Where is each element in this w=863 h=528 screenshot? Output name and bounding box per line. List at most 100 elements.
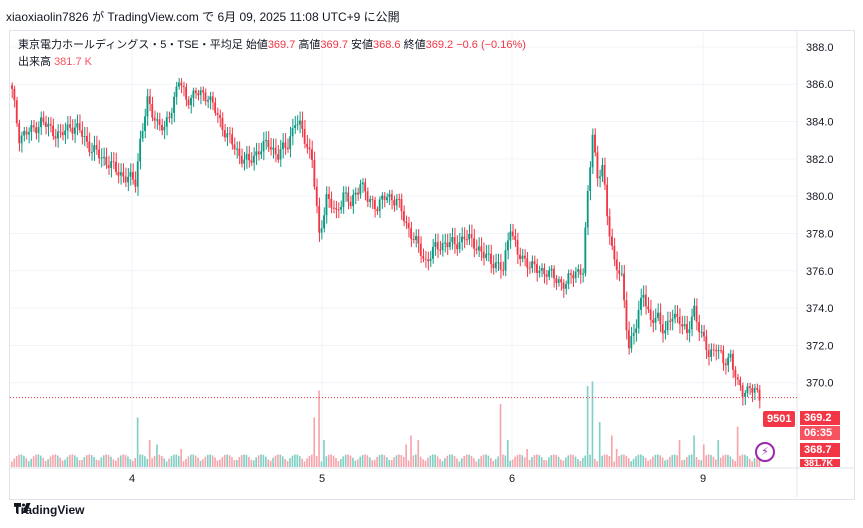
volume-bar	[424, 460, 427, 467]
volume-bar	[741, 454, 744, 467]
candle-body	[163, 126, 166, 131]
volume-bar	[664, 460, 666, 467]
y-tick-label: 384.0	[806, 117, 834, 129]
volume-bar	[523, 457, 526, 467]
candle-body	[378, 199, 381, 212]
candle-body	[681, 324, 683, 327]
symbol-label[interactable]: 東京電力ホールディングス・5・TSE・平均足	[18, 39, 243, 51]
candle-body	[32, 125, 35, 128]
candle-body	[170, 112, 173, 119]
volume-bar	[83, 457, 86, 467]
candle-body	[594, 134, 596, 153]
candle-body	[521, 255, 524, 260]
volume-tag: 381.7K	[800, 459, 840, 467]
candle-body	[177, 82, 180, 87]
candle-body	[64, 130, 67, 136]
candle-body	[431, 246, 434, 259]
candle-body	[492, 263, 495, 269]
candle-body	[168, 117, 171, 119]
candle-body	[255, 151, 258, 156]
candle-body	[11, 85, 13, 89]
candle-body	[615, 259, 618, 271]
volume-bar	[127, 456, 129, 467]
volume-bar	[402, 456, 405, 467]
volume-bar	[69, 454, 71, 467]
candle-body	[37, 127, 40, 134]
candle-body	[533, 261, 536, 265]
candle-body	[289, 136, 292, 150]
volume-bar	[584, 455, 587, 467]
candle-body	[340, 207, 342, 210]
volume-bar	[557, 456, 560, 467]
volume-bar	[327, 454, 330, 467]
candle-body	[613, 245, 616, 260]
candle-body	[644, 294, 647, 307]
volume-bar	[671, 454, 674, 467]
candle-body	[78, 123, 81, 131]
volume-bar	[173, 454, 175, 467]
candle-body	[105, 156, 108, 166]
candle-body	[265, 140, 267, 142]
candle-body	[688, 329, 691, 333]
candle-body	[347, 192, 350, 202]
candle-body	[236, 148, 238, 150]
candle-body	[15, 100, 18, 124]
candle-body	[412, 238, 415, 241]
candle-body	[148, 96, 151, 104]
candle-body	[274, 147, 277, 155]
volume-bar	[555, 454, 557, 467]
candle-body	[562, 282, 565, 289]
volume-bar	[601, 455, 603, 467]
candle-body	[52, 125, 54, 137]
volume-bar	[257, 455, 260, 467]
volume-bar	[649, 459, 652, 467]
candle-body	[434, 242, 437, 247]
volume-bar	[366, 455, 369, 467]
volume-bar	[129, 459, 132, 467]
candle-body	[410, 228, 413, 239]
volume-bar	[228, 455, 231, 467]
candle-body	[477, 246, 480, 251]
candle-body	[315, 186, 318, 206]
candle-body	[630, 335, 633, 349]
volume-bar	[596, 461, 599, 467]
volume-bar	[589, 454, 591, 467]
x-tick-label: 4	[129, 473, 135, 485]
low-price-tag: 368.7	[800, 443, 840, 457]
candle-body	[27, 132, 30, 135]
volume-bar	[383, 455, 386, 467]
volume-bar	[422, 459, 424, 467]
lightning-icon[interactable]: ⚡	[755, 442, 775, 462]
volume-bar	[499, 404, 502, 467]
volume-bar	[320, 461, 323, 467]
volume-bar	[296, 454, 299, 467]
candle-body	[245, 153, 248, 160]
volume-bar	[390, 460, 393, 467]
candle-body	[448, 242, 451, 248]
candle-body	[139, 138, 142, 162]
candle-body	[618, 270, 621, 274]
candle-body	[93, 145, 96, 152]
volume-bar	[277, 454, 279, 467]
volume-bar	[308, 455, 311, 467]
volume-bar	[286, 461, 289, 467]
candle-body	[468, 233, 471, 240]
volume-bar	[49, 456, 52, 467]
volume-bar	[579, 460, 582, 467]
candle-body	[584, 227, 587, 274]
candle-body	[727, 357, 729, 366]
volume-bar	[95, 459, 98, 467]
volume-bar	[37, 454, 40, 467]
volume-bar	[642, 455, 645, 467]
candle-body	[47, 123, 50, 128]
candle-body	[627, 330, 630, 349]
volume-bar	[521, 455, 524, 467]
candle-body	[381, 195, 383, 200]
candle-body	[187, 99, 190, 106]
candle-body	[548, 270, 550, 277]
volume-bar	[47, 459, 49, 467]
volume-bar	[216, 460, 219, 467]
candle-body	[734, 369, 737, 378]
candle-body	[623, 273, 625, 301]
